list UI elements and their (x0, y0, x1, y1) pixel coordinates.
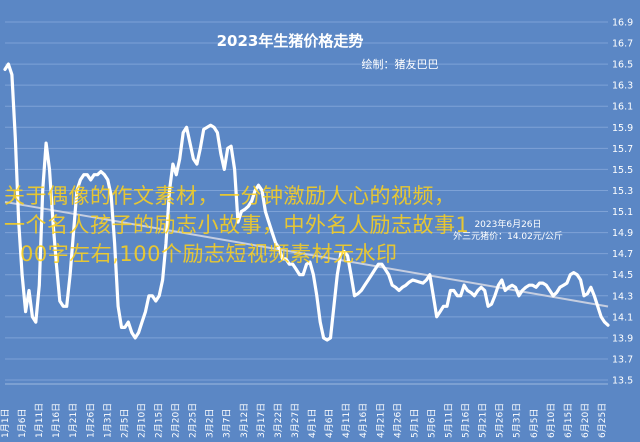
y-tick-label: 14.5 (612, 270, 633, 281)
x-tick-label: 1月21日 (68, 403, 79, 438)
y-axis: 13.5 13.7 13.9 14.1 14.3 14.5 14.7 14.9 15.1 15.3… (612, 18, 633, 387)
y-tick-label: 16.3 (612, 81, 633, 92)
annotation-date: 2023年6月26日 (474, 218, 541, 230)
y-tick-label: 15.1 (612, 207, 633, 218)
x-tick-label: 4月1日 (307, 409, 318, 438)
grid-lines (5, 21, 608, 381)
x-tick-label: 1月16日 (51, 403, 62, 438)
watermark-line-2: 一个名人孩子的励志小故事，中外名人励志故事1 (4, 213, 470, 237)
x-tick-label: 5月21日 (478, 403, 489, 438)
y-tick-label: 14.9 (612, 228, 633, 239)
x-tick-label: 1月31日 (102, 403, 113, 438)
x-tick-label: 5月11日 (443, 403, 454, 438)
x-tick-label: 3月17日 (256, 403, 267, 438)
x-tick-label: 6月20日 (580, 403, 591, 438)
x-tick-label: 6月15日 (563, 403, 574, 438)
y-tick-label: 14.7 (612, 249, 633, 260)
x-tick-label: 3月27日 (290, 403, 301, 438)
y-tick-label: 15.3 (612, 186, 633, 197)
x-tick-label: 4月16日 (358, 403, 369, 438)
x-tick-label: 4月26日 (392, 403, 403, 438)
x-tick-label: 5月1日 (409, 409, 420, 438)
y-tick-label: 15.5 (612, 165, 633, 176)
x-tick-label: 5月6日 (426, 409, 437, 438)
annotation-price: 外三元猪价：14.02元/公斤 (453, 230, 563, 242)
series-line-pig-price (3, 62, 610, 342)
x-tick-label: 5月31日 (512, 403, 523, 438)
y-tick-label: 13.5 (612, 376, 633, 387)
y-tick-label: 13.7 (612, 354, 633, 365)
series-group (3, 62, 610, 342)
y-tick-label: 14.1 (612, 312, 633, 323)
y-tick-label: 15.7 (612, 144, 633, 155)
x-tick-label: 1月11日 (34, 403, 45, 438)
x-tick-label: 4月11日 (341, 403, 352, 438)
x-tick-label: 3月12日 (239, 403, 250, 438)
x-tick-label: 2月10日 (136, 403, 147, 438)
x-tick-label: 2月20日 (171, 403, 182, 438)
x-tick-label: 1月26日 (85, 403, 96, 438)
x-tick-label: 1月6日 (17, 409, 28, 438)
y-tick-label: 16.7 (612, 39, 633, 50)
x-tick-label: 4月6日 (324, 409, 335, 438)
y-tick-label: 14.3 (612, 291, 633, 302)
y-tick-label: 15.9 (612, 123, 633, 134)
x-tick-label: 6月10日 (546, 403, 557, 438)
x-tick-label: 4月21日 (375, 403, 386, 438)
y-tick-label: 16.1 (612, 102, 633, 113)
y-tick-label: 16.5 (612, 60, 633, 71)
x-tick-label: 5月26日 (495, 403, 506, 438)
x-tick-label: 6月25日 (597, 403, 608, 438)
x-tick-label: 1月1日 (0, 409, 11, 438)
y-tick-label: 16.9 (612, 18, 633, 29)
x-tick-label: 2月25日 (188, 403, 199, 438)
x-tick-label: 5月16日 (461, 403, 472, 438)
watermark-line-3: 00字左右,100个励志短视频素材无水印 (20, 242, 398, 266)
watermark-line-1: 关于偶像的作文素材，一分钟激励人心的视频， (4, 184, 456, 208)
x-tick-label: 3月2日 (205, 409, 216, 438)
x-tick-label: 3月22日 (273, 403, 284, 438)
chart-subtitle: 绘制：猪友巴巴 (362, 57, 439, 71)
x-tick-label: 2月15日 (154, 403, 165, 438)
chart-title: 2023年生猪价格走势 (217, 32, 364, 50)
y-tick-label: 13.9 (612, 333, 633, 344)
x-tick-label: 6月5日 (529, 409, 540, 438)
x-axis: 1月1日 1月6日 1月11日 1月16日 1月21日 1月26日 1月31日 2月5日 2月1… (0, 383, 608, 438)
x-tick-label: 3月7日 (222, 409, 233, 438)
x-tick-label: 2月5日 (119, 409, 130, 438)
